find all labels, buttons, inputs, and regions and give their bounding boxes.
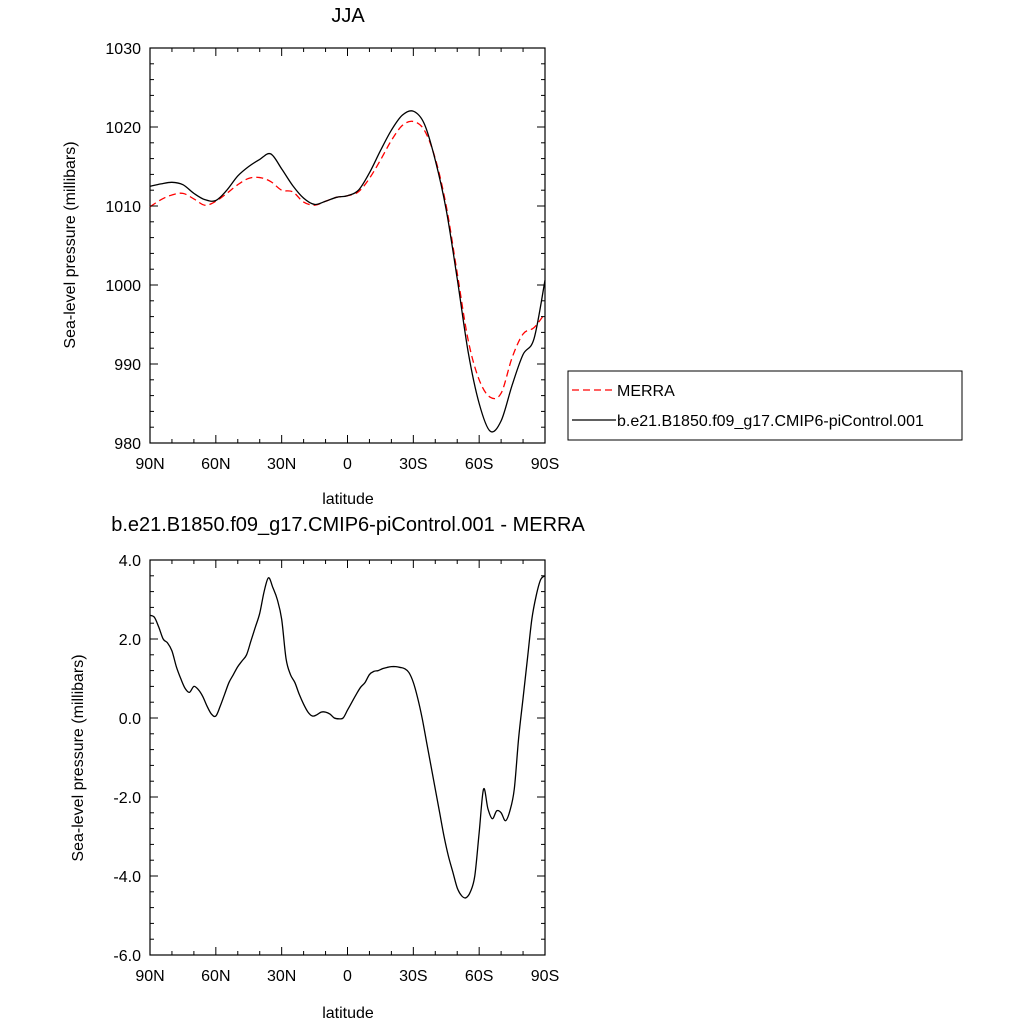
x-axis-ticks: 90N 60N 30N 0 30S 60S 90S [135,48,559,473]
series-layer [149,110,546,433]
chart-bottom: b.e21.B1850.f09_g17.CMIP6-piControl.001 … [70,514,585,1022]
x-tick-label: 30S [399,456,427,473]
y-tick-label: -6.0 [113,948,141,965]
y-tick-label: -2.0 [113,790,141,807]
series-line-1 [149,110,546,433]
y-tick-label: 0.0 [119,711,141,728]
x-tick-label: 60N [201,968,230,985]
plot-frame [149,47,546,444]
chart-top: JJA 90N 60N 30N 0 30S 60S 90S 980 990 1000 1010 10… [62,5,963,508]
y-tick-label: 1010 [105,199,141,216]
x-tick-label: 90N [135,456,164,473]
x-tick-label: 90S [531,456,559,473]
x-tick-label: 0 [343,968,352,985]
x-tick-label: 90N [135,968,164,985]
x-axis-ticks: 90N 60N 30N 0 30S 60S 90S [135,560,559,985]
y-tick-label: 1020 [105,120,141,137]
y-axis-ticks: -6.0 -4.0 -2.0 0.0 2.0 4.0 [113,553,545,965]
x-tick-label: 30N [267,456,296,473]
x-tick-label: 60S [465,456,493,473]
y-tick-label: 1030 [105,41,141,58]
legend-frame [567,370,963,441]
y-tick-label: 2.0 [119,632,141,649]
series-line-0 [149,575,546,899]
y-axis-ticks: 980 990 1000 1010 1020 1030 [105,41,545,453]
plot-area [149,559,546,956]
legend-label-merra: MERRA [617,383,675,400]
x-tick-label: 60N [201,456,230,473]
legend-label-model: b.e21.B1850.f09_g17.CMIP6-piControl.001 [617,413,924,430]
y-tick-label: 990 [114,357,141,374]
x-tick-label: 60S [465,968,493,985]
x-axis-label: latitude [322,491,374,508]
x-tick-label: 0 [343,456,352,473]
y-tick-label: 980 [114,436,141,453]
y-tick-label: -4.0 [113,869,141,886]
x-tick-label: 30N [267,968,296,985]
legend: MERRA b.e21.B1850.f09_g17.CMIP6-piContro… [567,370,963,441]
chart-title: b.e21.B1850.f09_g17.CMIP6-piControl.001 … [111,514,585,536]
y-tick-label: 4.0 [119,553,141,570]
plot-frame [149,559,546,956]
x-tick-label: 30S [399,968,427,985]
series-layer [149,575,546,899]
y-axis-label: Sea-level pressure (millibars) [62,141,79,348]
series-line-0 [149,120,546,400]
chart-title: JJA [331,5,365,27]
y-tick-label: 1000 [105,278,141,295]
y-axis-label: Sea-level pressure (millibars) [70,654,87,861]
plot-area [149,47,546,444]
x-axis-label: latitude [322,1005,374,1022]
x-tick-label: 90S [531,968,559,985]
